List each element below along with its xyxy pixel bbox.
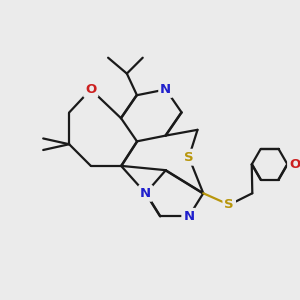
- Text: S: S: [224, 198, 234, 211]
- Text: O: O: [85, 83, 96, 96]
- Text: N: N: [183, 210, 194, 223]
- Text: N: N: [160, 83, 171, 96]
- Text: N: N: [140, 187, 151, 200]
- Text: O: O: [289, 158, 300, 171]
- Text: S: S: [184, 151, 194, 164]
